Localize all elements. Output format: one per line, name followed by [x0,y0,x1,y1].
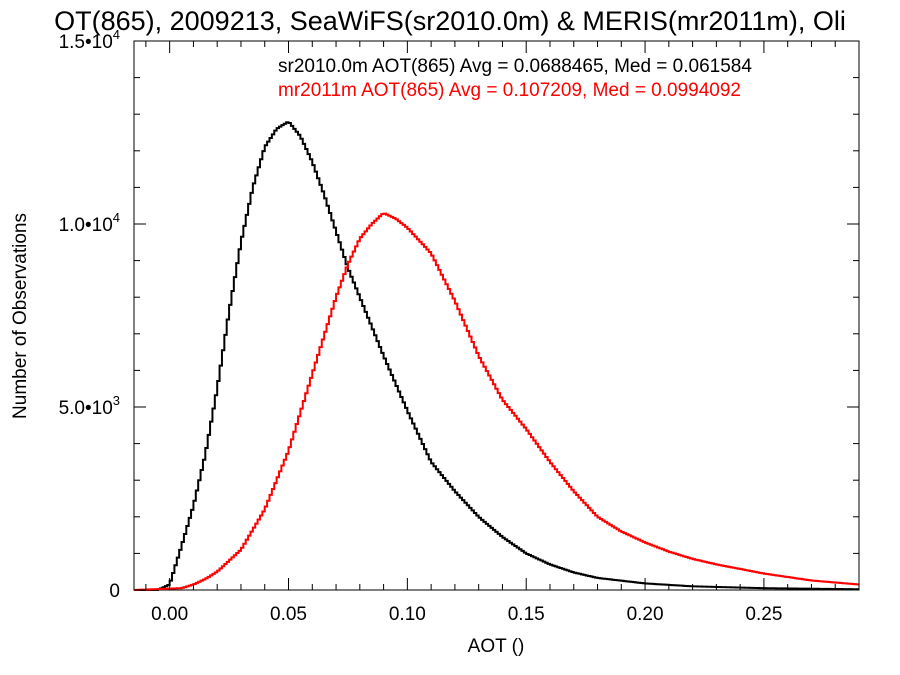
plot-frame [133,40,860,591]
x-axis-label: AOT () [468,636,525,657]
x-tick-label: 0.00 [151,604,188,625]
chart-title: OT(865), 2009213, SeaWiFS(sr2010.0m) & M… [54,6,846,36]
y-tick-label: 1.5•104 [59,27,120,53]
x-tick-label: 0.10 [389,604,426,625]
x-tick-label: 0.25 [745,604,782,625]
y-tick-label: 0 [109,581,120,602]
x-tick-label: 0.15 [508,604,545,625]
y-axis-label: Number of Observations [10,213,31,419]
x-tick-label: 0.20 [627,604,664,625]
series-line-1 [134,212,859,591]
legend-entry-sr2010: sr2010.0m AOT(865) Avg = 0.0688465, Med … [278,56,752,77]
series-line-0 [134,121,859,591]
legend-entry-mr2011: mr2011m AOT(865) Avg = 0.107209, Med = 0… [278,80,741,101]
y-tick-label: 5.0•103 [59,393,120,419]
x-tick-label: 0.05 [270,604,307,625]
y-tick-label: 1.0•104 [59,210,120,236]
